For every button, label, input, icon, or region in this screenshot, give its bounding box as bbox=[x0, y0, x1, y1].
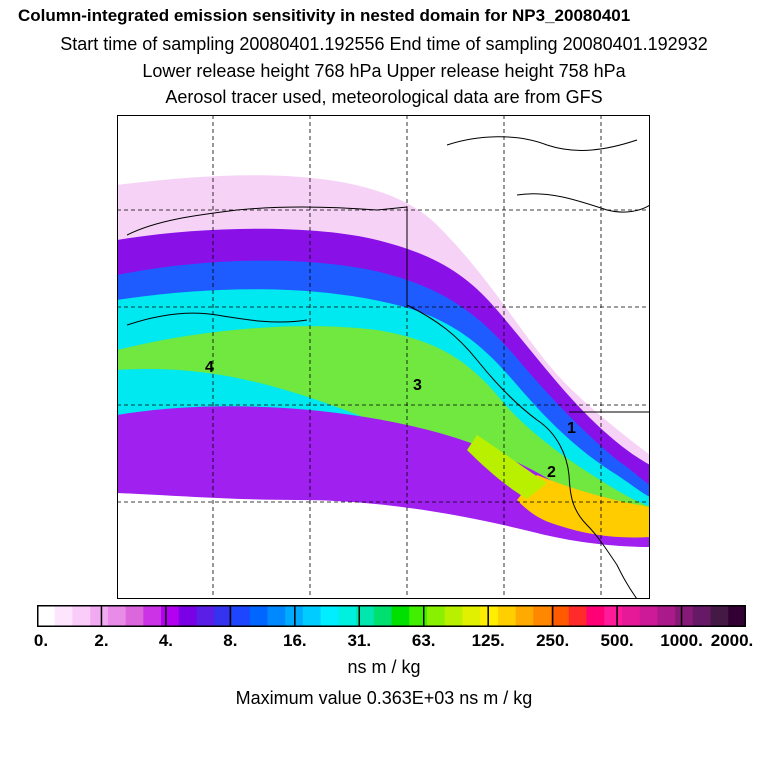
colorbar-swatch bbox=[125, 605, 144, 627]
colorbar-swatch bbox=[178, 605, 198, 627]
plot-title: Column-integrated emission sensitivity i… bbox=[18, 6, 631, 25]
colorbar-swatch bbox=[338, 605, 357, 627]
colorbar-swatch bbox=[657, 605, 676, 627]
colorbar-swatch bbox=[107, 605, 127, 627]
colorbar-swatch bbox=[143, 605, 162, 627]
sampling-time-line: Start time of sampling 20080401.192556 E… bbox=[60, 34, 708, 54]
colorbar-swatch bbox=[515, 605, 534, 627]
plume-core-green bbox=[467, 435, 547, 499]
map-frame bbox=[117, 115, 650, 599]
colorbar-swatch bbox=[639, 605, 658, 627]
maximum-value-text: Maximum value 0.363E+03 ns m / kg bbox=[235, 688, 533, 708]
colorbar-swatch bbox=[692, 605, 712, 627]
colorbar-swatch bbox=[426, 605, 446, 627]
colorbar-swatch bbox=[710, 605, 729, 627]
colorbar-swatch bbox=[267, 605, 286, 627]
colorbar-swatch bbox=[373, 605, 392, 627]
colorbar-tick-label: 31. bbox=[347, 631, 372, 650]
plume-core bbox=[517, 475, 650, 538]
colorbar-tick-label: 1000. bbox=[660, 631, 703, 650]
colorbar-swatch bbox=[72, 605, 91, 627]
colorbar-swatch bbox=[533, 605, 552, 627]
colorbar-tick-label: 4. bbox=[158, 631, 173, 650]
colorbar-swatch bbox=[444, 605, 463, 627]
colorbar-swatch bbox=[249, 605, 268, 627]
emission-sensitivity-map: 4 3 1 2 bbox=[117, 115, 650, 599]
colorbar bbox=[37, 605, 746, 627]
colorbar-swatch bbox=[391, 605, 410, 627]
colorbar-swatch bbox=[675, 605, 694, 627]
colorbar-swatch bbox=[480, 605, 499, 627]
colorbar-tick-label: 250. bbox=[536, 631, 570, 650]
lat-lon-grid bbox=[117, 115, 650, 599]
colorbar-swatch bbox=[728, 605, 746, 627]
colorbar-swatch bbox=[90, 605, 109, 627]
point-label-1: 1 bbox=[567, 420, 576, 437]
colorbar-tick-label: 63. bbox=[411, 631, 436, 650]
colorbar-tick-label: 0. bbox=[33, 631, 49, 650]
colorbar-swatch bbox=[462, 605, 481, 627]
colorbar-swatch bbox=[161, 605, 180, 627]
colorbar-swatch bbox=[302, 605, 322, 627]
colorbar-frame bbox=[37, 605, 746, 627]
colorbar-swatch bbox=[356, 605, 375, 627]
point-label-2: 2 bbox=[547, 464, 556, 481]
colorbar-swatch bbox=[604, 605, 623, 627]
colorbar-tick-label: 500. bbox=[600, 631, 634, 650]
colorbar-swatch bbox=[37, 605, 56, 627]
release-height-line: Lower release height 768 hPa Upper relea… bbox=[142, 61, 626, 81]
colorbar-tick-label: 2. bbox=[94, 631, 109, 650]
colorbar-tick-label: 125. bbox=[471, 631, 505, 650]
colorbar-swatch bbox=[214, 605, 233, 627]
tracer-info-line: Aerosol tracer used, meteorological data… bbox=[165, 87, 603, 107]
colorbar-swatch bbox=[586, 605, 605, 627]
plume-violet-lower bbox=[117, 406, 650, 547]
colorbar-swatch bbox=[621, 605, 641, 627]
colorbar-swatch bbox=[231, 605, 251, 627]
colorbar-tick-label: 2000. bbox=[710, 631, 754, 650]
colorbar-swatch bbox=[196, 605, 215, 627]
colorbar-swatch bbox=[551, 605, 570, 627]
point-label-3: 3 bbox=[413, 377, 422, 394]
colorbar-tick-label: 8. bbox=[223, 631, 238, 650]
colorbar-swatch bbox=[497, 605, 517, 627]
colorbar-swatch bbox=[54, 605, 73, 627]
colorbar-tick-label: 16. bbox=[282, 631, 307, 650]
colorbar-units: ns m / kg bbox=[347, 657, 421, 677]
point-label-4: 4 bbox=[205, 359, 214, 376]
colorbar-swatch bbox=[568, 605, 587, 627]
colorbar-swatch bbox=[409, 605, 428, 627]
colorbar-swatch bbox=[320, 605, 339, 627]
